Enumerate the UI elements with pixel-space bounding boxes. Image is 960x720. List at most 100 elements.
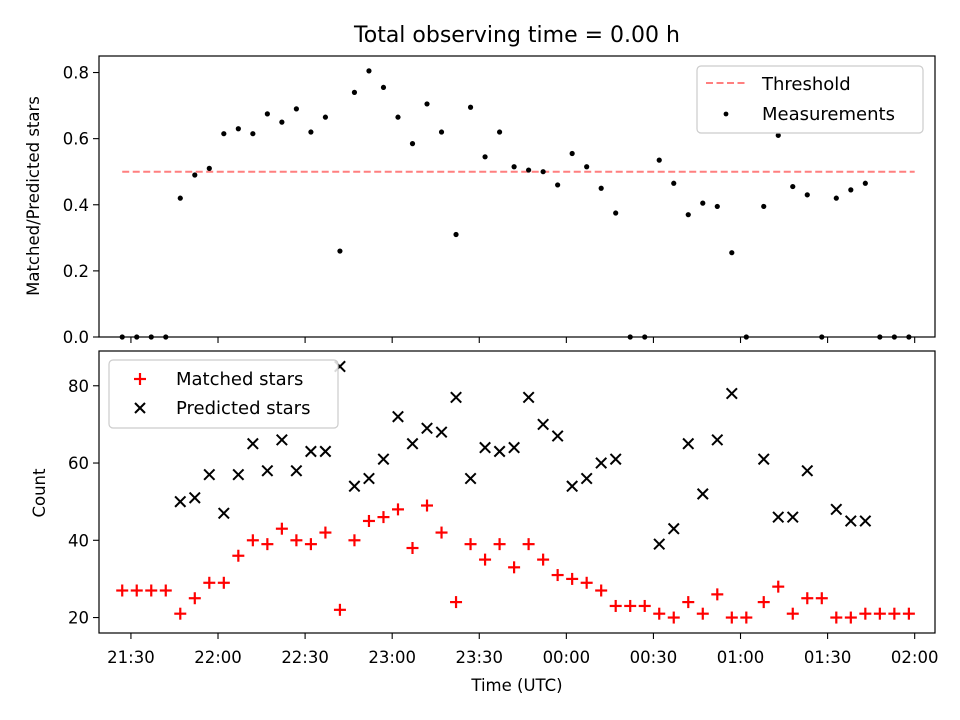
matched-point-13 [304,538,317,551]
predicted-point-27 [566,480,579,493]
predicted-point-33 [682,437,695,450]
count-y-tick-label-1: 40 [68,531,89,550]
count-y-tick-label-0: 20 [68,609,89,628]
predicted-point-38 [772,511,785,524]
count-marks [116,360,915,624]
predicted-point-19 [450,391,462,404]
matched-point-15 [333,603,346,616]
measurement-point-44 [761,203,767,210]
measurement-point-20 [409,141,416,147]
predicted-point-6 [261,464,274,477]
measurement-point-51 [862,180,868,186]
ratio-y-tick-label-3: 0.6 [63,130,89,149]
matched-point-3 [159,584,172,597]
measurement-point-13 [308,129,314,135]
matched-point-22 [435,526,448,539]
measurement-point-40 [700,200,706,206]
predicted-point-5 [246,437,259,450]
predicted-point-35 [711,433,724,446]
count-x-tick-label-1: 22:00 [194,648,242,667]
predicted-point-24 [522,391,535,404]
measurement-point-32 [584,164,590,170]
count-y-ticks: 20 40 60 80 [68,377,99,628]
matched-point-48 [815,592,828,605]
matched-point-34 [609,599,622,612]
matched-point-12 [290,534,303,547]
measurement-point-50 [848,187,854,193]
measurement-point-45 [775,132,781,138]
measurement-point-23 [453,231,459,238]
matched-point-41 [711,588,724,601]
matched-point-6 [203,576,216,589]
predicted-point-36 [725,387,738,400]
matched-point-5 [188,592,201,605]
matched-point-35 [624,599,637,612]
measurement-point-17 [366,68,372,74]
matched-point-52 [873,607,886,620]
matched-point-14 [319,526,332,539]
measurement-point-12 [293,106,299,112]
predicted-point-28 [580,472,593,485]
ratio-panel: 0.00.20.40.60.8 Matched/Predicted stars … [24,55,936,347]
predicted-point-1 [188,491,201,504]
measurement-point-4 [177,195,183,201]
predicted-point-42 [844,515,857,527]
predicted-point-30 [609,453,622,466]
matched-point-29 [537,553,550,566]
measurement-point-46 [790,183,796,190]
measurement-point-7 [221,131,227,137]
count-x-tick-label-0: 21:30 [107,648,155,667]
predicted-point-17 [421,422,433,435]
matched-point-19 [391,503,404,516]
predicted-point-26 [551,430,564,442]
matched-point-23 [450,596,463,609]
count-y-label: Count [30,468,49,518]
count-x-ticks: 21:30 22:00 22:30 23:00 23:30 00:00 00:30 01:00… [107,633,938,667]
legend-measurements-label: Measurements [762,104,895,125]
matched-point-25 [479,553,492,566]
matched-point-47 [801,592,814,605]
matched-point-42 [725,611,738,624]
measurement-point-37 [656,157,662,163]
measurement-point-16 [351,89,358,95]
matched-point-46 [786,607,799,620]
predicted-point-18 [435,426,448,439]
matched-point-0 [116,584,129,597]
measurement-point-14 [322,114,329,120]
measurement-point-33 [598,185,604,191]
matched-point-8 [232,549,245,562]
ratio-y-tick-label-1: 0.2 [63,262,89,281]
count-y-tick-label-2: 60 [68,454,89,473]
legend-predicted-swatch [134,402,146,414]
predicted-point-9 [304,445,317,458]
predicted-point-37 [757,453,770,466]
matched-point-16 [348,534,361,547]
predicted-point-43 [859,515,872,527]
ratio-legend: Threshold Measurements [696,65,924,134]
count-x-tick-label-5: 00:00 [543,648,591,667]
count-x-label: Time (UTC) [470,676,562,695]
predicted-point-34 [696,488,709,500]
measurement-point-47 [804,192,810,198]
measurement-point-31 [569,150,575,157]
matched-point-9 [246,534,259,547]
measurement-point-11 [279,119,285,125]
predicted-point-20 [464,472,477,485]
predicted-point-3 [217,507,230,520]
matched-point-10 [261,538,274,551]
measurement-point-28 [526,167,532,173]
legend-matched-swatch [134,373,146,385]
legend-measurements-swatch [723,111,729,117]
matched-point-17 [362,514,375,527]
matched-point-50 [844,611,857,624]
matched-point-37 [653,607,666,620]
predicted-point-16 [406,437,419,450]
matched-point-39 [682,596,695,609]
predicted-point-2 [203,468,216,481]
measurement-point-30 [555,182,561,188]
predicted-point-41 [830,503,843,516]
matched-point-21 [421,499,434,512]
count-x-tick-label-6: 00:30 [630,648,678,667]
ratio-y-tick-label-2: 0.4 [63,196,89,215]
measurement-point-22 [438,129,445,135]
